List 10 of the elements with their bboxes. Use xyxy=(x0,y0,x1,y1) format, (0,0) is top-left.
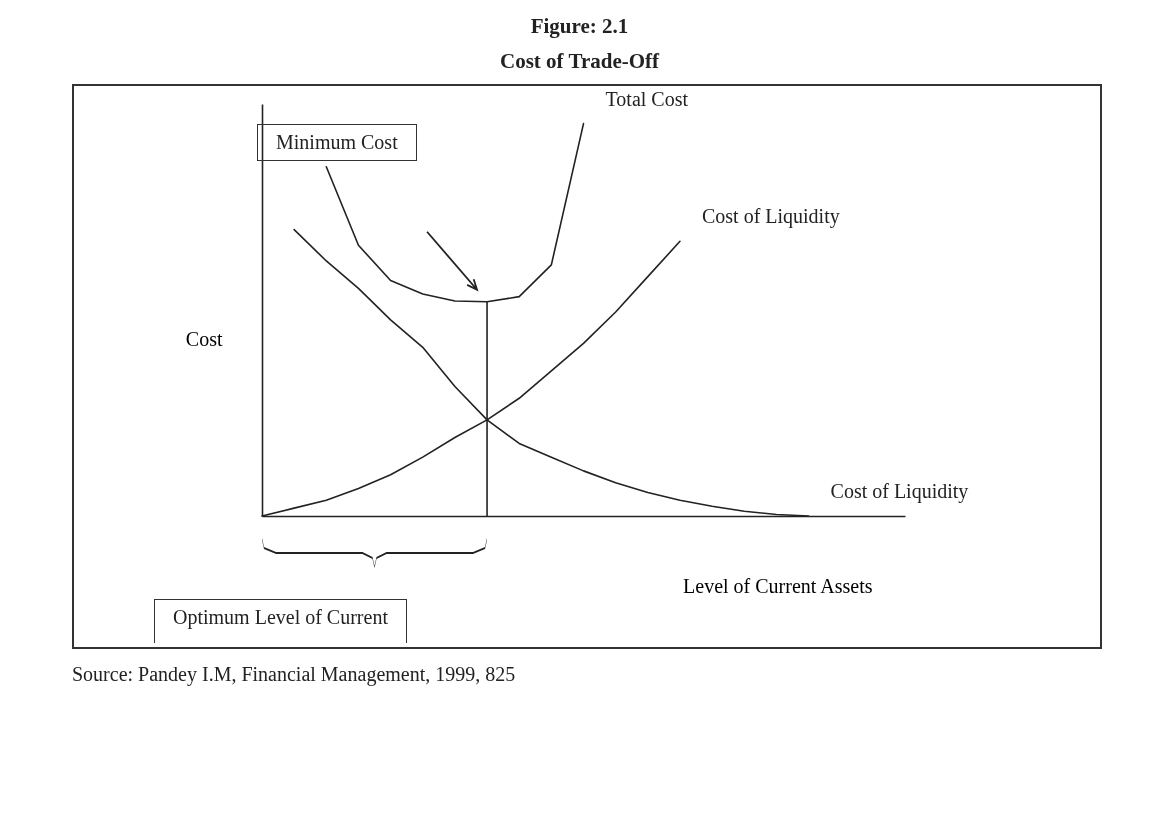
source-note: Source: Pandey I.M, Financial Management, 1999, 825 xyxy=(72,663,517,686)
series-label: Total Cost xyxy=(605,87,689,110)
text: Optimum Level of Current xyxy=(154,599,407,643)
series-label: Cost of Liquidity xyxy=(701,205,840,229)
x-axis-title: Level of Current Assets xyxy=(683,574,873,597)
y-axis-title: Cost xyxy=(185,327,223,350)
annotation: Minimum Cost xyxy=(257,124,417,161)
series-label: Cost of Liquidity xyxy=(830,480,969,503)
chart-title: Figure: 2.1 xyxy=(529,14,630,39)
chart-subtitle: Cost of Trade-Off xyxy=(499,49,661,74)
